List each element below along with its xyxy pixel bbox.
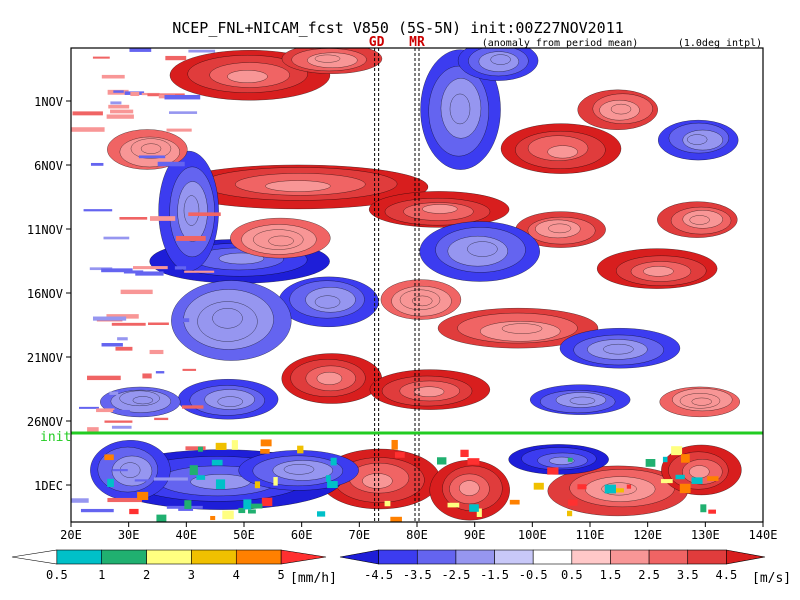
- y-tick-label: 1NOV: [34, 95, 63, 109]
- wind-tick-label: -2.5: [441, 568, 470, 582]
- x-tick-label: 100E: [518, 528, 547, 542]
- y-tick-label: 6NOV: [34, 159, 63, 173]
- colorbar-segment: [687, 549, 727, 565]
- marker-lines: GD MR: [369, 35, 425, 522]
- wind-tick-label: 2.5: [638, 568, 660, 582]
- x-tick-label: 70E: [348, 528, 370, 542]
- colorbar-segment: [11, 549, 58, 565]
- x-tick-label: 20E: [60, 528, 82, 542]
- x-tick-label: 90E: [464, 528, 486, 542]
- wind-tick-label: 4.5: [716, 568, 738, 582]
- chart-title: NCEP_FNL+NICAM_fcst V850 (5S-5N) init:00…: [172, 19, 624, 37]
- colorbar-segment: [648, 549, 689, 565]
- x-tick-label: 60E: [291, 528, 313, 542]
- plot-field: [71, 48, 763, 522]
- x-tick-label: 130E: [691, 528, 720, 542]
- marker-label: MR: [409, 35, 425, 50]
- x-axis: 20E 30E 40E 50E 60E 70E 80E 90E 100E 110E 120E 130E…: [60, 522, 777, 542]
- x-tick-label: 80E: [406, 528, 428, 542]
- x-tick-label: 140E: [749, 528, 778, 542]
- precip-colorbar: 0.5 1 2 3 4 5: [11, 549, 327, 582]
- wind-tick-label: -4.5: [364, 568, 393, 582]
- colorbar-segment: [571, 549, 611, 565]
- chart-subtitle-left: (anomaly from period mean): [482, 38, 639, 49]
- colorbar-segment: [235, 549, 282, 565]
- x-tick-label: 30E: [118, 528, 140, 542]
- precip-tick-label: 0.5: [46, 568, 68, 582]
- precip-tick-label: 1: [98, 568, 105, 582]
- y-tick-label: 21NOV: [27, 351, 63, 365]
- x-tick-label: 50E: [233, 528, 255, 542]
- colorbar-segment: [280, 549, 327, 565]
- colorbar-segment: [494, 549, 534, 565]
- precip-tick-label: 4: [233, 568, 240, 582]
- marker-label: GD: [369, 35, 385, 50]
- wind-unit: [m/s]: [752, 571, 791, 586]
- wind-colorbar: -4.5 -3.5 -2.5 -1.5 -0.5 0.5 1.5 2.5 3.5 4.5: [339, 549, 766, 582]
- wind-tick-label: -0.5: [519, 568, 548, 582]
- y-tick-label: 26NOV: [27, 415, 63, 429]
- precip-unit: [mm/h]: [290, 571, 337, 586]
- wind-tick-label: 3.5: [677, 568, 699, 582]
- colorbar-segment: [455, 549, 495, 565]
- chart-subtitle-right: (1.0deg intpl): [678, 38, 762, 49]
- precip-tick-label: 5: [278, 568, 285, 582]
- colorbar-segment: [339, 549, 379, 565]
- x-tick-label: 40E: [175, 528, 197, 542]
- precip-tick-label: 2: [143, 568, 150, 582]
- colorbar-segment: [56, 549, 103, 565]
- y-tick-label: 16NOV: [27, 287, 63, 301]
- wind-tick-label: 1.5: [600, 568, 622, 582]
- colorbar-segment: [610, 549, 650, 565]
- x-tick-label: 120E: [633, 528, 662, 542]
- colorbar-segment: [416, 549, 457, 565]
- colorbar-segment: [101, 549, 147, 565]
- wind-tick-label: -3.5: [403, 568, 432, 582]
- wind-tick-label: -1.5: [480, 568, 509, 582]
- colorbar-segment: [532, 549, 573, 565]
- colorbar-segment: [378, 549, 418, 565]
- y-axis: 1NOV 6NOV 11NOV 16NOV 21NOV 26NOV 1DEC: [27, 95, 71, 493]
- colorbar-segment: [146, 549, 192, 565]
- colorbar-segment: [191, 549, 237, 565]
- y-tick-label: 11NOV: [27, 223, 63, 237]
- x-tick-label: 110E: [576, 528, 605, 542]
- wind-tick-label: 0.5: [561, 568, 583, 582]
- y-tick-label: 1DEC: [34, 479, 63, 493]
- init-label: init: [40, 430, 71, 445]
- colorbar-segment: [726, 549, 766, 565]
- precip-tick-label: 3: [188, 568, 195, 582]
